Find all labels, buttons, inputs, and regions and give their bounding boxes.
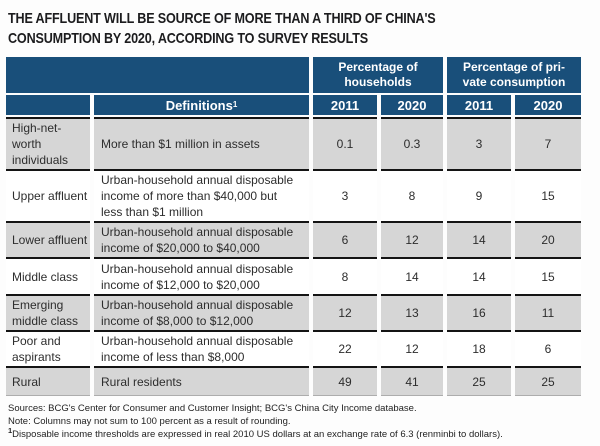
value-households-2020: 12 xyxy=(381,330,443,366)
column-header-households-2011: 2011 xyxy=(313,95,377,115)
value-consumption-2011: 14 xyxy=(447,257,511,294)
column-header-definitions: Definitions 1 xyxy=(94,95,309,115)
row-definition: More than $1 million in assets xyxy=(94,117,309,169)
sources-line: Sources: BCG's Center for Consumer and C… xyxy=(8,403,417,414)
column-header-consumption-2011: 2011 xyxy=(447,95,511,115)
value-consumption-2020: 6 xyxy=(515,330,581,366)
table-header-groups: Percentage of households Percentage of p… xyxy=(6,57,588,93)
row-label: Poor and aspirants xyxy=(6,330,90,366)
value-consumption-2011: 14 xyxy=(447,221,511,257)
row-label: Upper affluent xyxy=(6,169,90,221)
table-row-lower-affluent: Lower affluent Urban-household annual di… xyxy=(6,221,588,257)
row-label: Emerging middle class xyxy=(6,294,90,330)
value-consumption-2011: 9 xyxy=(447,169,511,221)
row-label: High-net-worth individuals xyxy=(6,117,90,169)
value-households-2011: 3 xyxy=(313,169,377,221)
value-households-2011: 0.1 xyxy=(313,117,377,169)
row-definition: Urban-household annual disposable income… xyxy=(94,169,309,221)
table-row-middle-class: Middle class Urban-household annual disp… xyxy=(6,257,588,294)
footnote-line: 1Disposable income thresholds are expres… xyxy=(8,425,600,441)
header-blank-cell xyxy=(6,57,309,93)
value-households-2020: 13 xyxy=(381,294,443,330)
row-label: Middle class xyxy=(6,257,90,294)
column-header-households-2020: 2020 xyxy=(381,95,443,115)
row-definition: Urban-household annual disposable income… xyxy=(94,330,309,366)
value-consumption-2020: 15 xyxy=(515,257,581,294)
table-row-emerging-middle-class: Emerging middle class Urban-household an… xyxy=(6,294,588,330)
table-row-high-net-worth: High-net-worth individuals More than $1 … xyxy=(6,117,588,169)
note-line: Note: Columns may not sum to 100 percent… xyxy=(8,416,291,427)
value-consumption-2020: 20 xyxy=(515,221,581,257)
value-households-2011: 22 xyxy=(313,330,377,366)
definitions-label: Definitions xyxy=(165,97,233,113)
value-consumption-2011: 25 xyxy=(447,366,511,396)
value-consumption-2011: 18 xyxy=(447,330,511,366)
value-consumption-2020: 15 xyxy=(515,169,581,221)
column-header-consumption-2020: 2020 xyxy=(515,95,581,115)
row-definition: Urban-household annual disposable income… xyxy=(94,294,309,330)
row-label: Lower affluent xyxy=(6,221,90,257)
table-row-upper-affluent: Upper affluent Urban-household annual di… xyxy=(6,169,588,221)
row-definition: Urban-household annual disposable income… xyxy=(94,257,309,294)
value-households-2011: 6 xyxy=(313,221,377,257)
table-row-poor-and-aspirants: Poor and aspirants Urban-household annua… xyxy=(6,330,588,366)
value-consumption-2011: 3 xyxy=(447,117,511,169)
value-households-2020: 12 xyxy=(381,221,443,257)
footnote-marker: 1 xyxy=(8,425,13,435)
header-blank-cell xyxy=(6,95,90,115)
exhibit-page: THE AFFLUENT WILL BE SOURCE OF MORE THAN… xyxy=(0,9,600,446)
value-households-2020: 8 xyxy=(381,169,443,221)
exhibit-footer: Sources: BCG's Center for Consumer and C… xyxy=(8,402,600,441)
table-header-years: Definitions 1 2011 2020 2011 2020 xyxy=(6,95,588,115)
table-row-rural: Rural Rural residents 49 41 25 25 xyxy=(6,366,588,396)
value-consumption-2020: 7 xyxy=(515,117,581,169)
row-label: Rural xyxy=(6,366,90,396)
value-consumption-2020: 11 xyxy=(515,294,581,330)
row-definition: Urban-household annual disposable income… xyxy=(94,221,309,257)
column-group-private-consumption: Percentage of pri- vate consumption xyxy=(447,57,581,93)
value-consumption-2020: 25 xyxy=(515,366,581,396)
data-table: Percentage of households Percentage of p… xyxy=(6,57,588,396)
value-households-2011: 49 xyxy=(313,366,377,396)
column-group-households: Percentage of households xyxy=(313,57,443,93)
value-households-2011: 12 xyxy=(313,294,377,330)
value-households-2011: 8 xyxy=(313,257,377,294)
footnote-text: Disposable income thresholds are express… xyxy=(12,429,503,440)
value-households-2020: 14 xyxy=(381,257,443,294)
value-consumption-2011: 16 xyxy=(447,294,511,330)
row-definition: Rural residents xyxy=(94,366,309,396)
page-title: THE AFFLUENT WILL BE SOURCE OF MORE THAN… xyxy=(8,10,436,47)
value-households-2020: 0.3 xyxy=(381,117,443,169)
value-households-2020: 41 xyxy=(381,366,443,396)
